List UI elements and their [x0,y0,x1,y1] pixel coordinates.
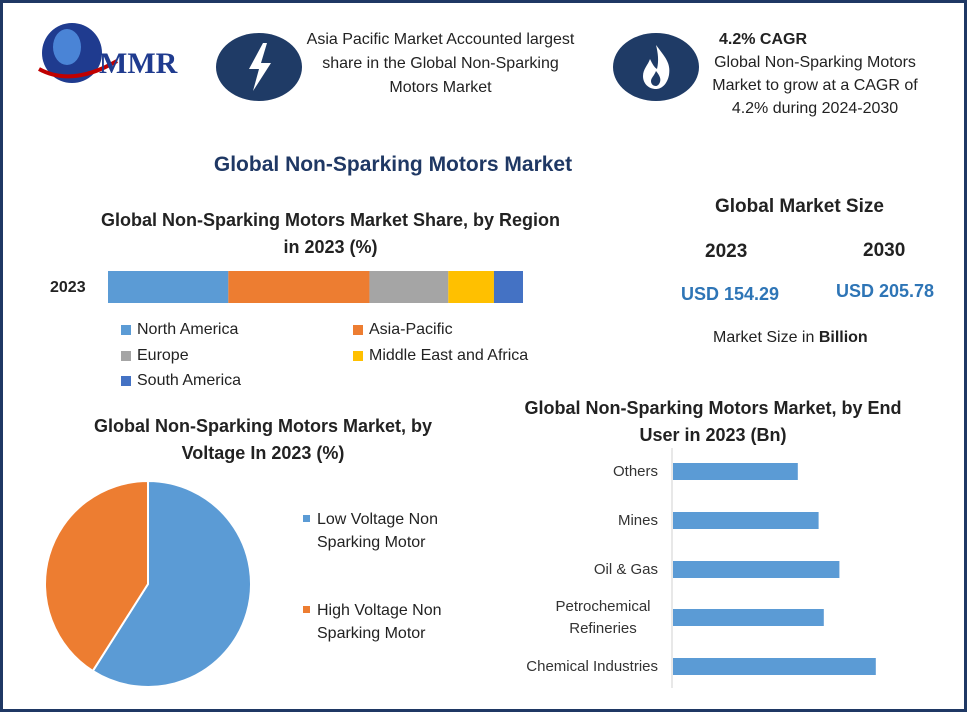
logo: MMR [17,17,197,87]
region-bar-segment-europe [369,271,449,303]
cagr-heading: 4.2% CAGR [719,31,808,48]
legend-swatch [353,324,363,335]
globe-icon [38,23,119,83]
enduser-bar-mines [673,512,819,529]
lightning-icon [249,43,271,91]
market-size-note-unit: Billion [818,329,868,346]
enduser-bar-oil-gas [673,561,840,578]
lightning-icon-badge [216,33,302,101]
legend-label: Middle East and Africa [369,347,529,364]
voltage-legend-item-high-voltage-non-sparking-motor: High Voltage Non Sparking Motor [303,599,477,645]
market-size-note: Market Size in Billion [713,329,868,347]
page-title: Global Non-Sparking Motors Market [213,153,573,176]
year-2023: 2023 [705,241,748,262]
enduser-label-oil-gas: Oil & Gas [593,560,658,578]
legend-swatch [121,375,131,386]
legend-swatch [121,324,131,335]
market-value-2030: USD 205.78 [836,281,935,301]
legend-swatch [303,606,310,613]
voltage-legend-item-low-voltage-non-sparking-motor: Low Voltage Non Sparking Motor [303,508,477,554]
enduser-bar-petrochemical-refineries [673,609,824,626]
region-legend-item-europe: Europe [121,347,189,365]
market-size-note-prefix: Market Size in [713,329,819,346]
legend-label: Europe [137,347,189,364]
market-value-2023: USD 154.29 [681,284,780,304]
legend-swatch [353,350,363,361]
flame-icon [643,45,670,89]
region-bar-segment-south-america [493,271,523,303]
pie-slice-low-voltage-non-sparking-motor [91,479,252,688]
enduser-bar-chemical-industries [673,658,876,675]
asia-blurb: Asia Pacific Market Accounted largest sh… [306,31,575,96]
enduser-bar-others [673,463,798,480]
legend-label: South America [137,372,242,389]
region-legend-item-south-america: South America [121,372,241,390]
enduser-bar-chart [671,448,876,688]
voltage-pie [44,479,252,688]
cagr-blurb: Global Non-Sparking Motors Market to gro… [712,54,918,117]
region-bar-segment-north-america [108,271,229,303]
region-chart-title: Global Non-Sparking Motors Market Share,… [100,210,561,257]
legend-label: High Voltage Non Sparking Motor [317,602,442,642]
enduser-label-petrochemical-refineries: Petrochemical Refineries [555,597,651,637]
region-legend-item-north-america: North America [121,321,238,339]
enduser-chart-title: Global Non-Sparking Motors Market, by En… [524,398,902,445]
region-legend-item-middle-east-and-africa: Middle East and Africa [353,347,528,365]
pie-slice-high-voltage-non-sparking-motor [44,479,149,673]
year-2030: 2030 [863,240,906,261]
region-legend-item-asia-pacific: Asia-Pacific [353,321,453,339]
legend-label: North America [137,321,239,338]
flame-icon-badge [613,33,699,101]
legend-swatch [303,515,310,522]
logo-text: MMR [99,47,178,80]
enduser-label-chemical-industries: Chemical Industries [526,657,658,675]
enduser-label-mines: Mines [617,511,658,529]
market-size-heading: Global Market Size [715,196,884,217]
enduser-label-others: Others [612,462,658,480]
region-bar-segment-middle-east-and-africa [448,271,494,303]
legend-swatch [121,350,131,361]
legend-label: Low Voltage Non Sparking Motor [317,511,438,551]
legend-label: Asia-Pacific [369,321,453,338]
region-bar-segment-asia-pacific [228,271,370,303]
region-chart-category: 2023 [50,279,86,296]
voltage-chart-title: Global Non-Sparking Motors Market, by Vo… [93,416,433,463]
region-stacked-bar [108,271,523,303]
